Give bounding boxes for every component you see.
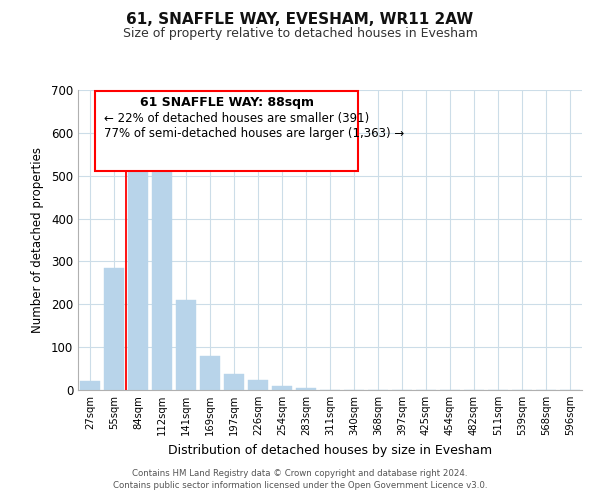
Bar bbox=[224, 374, 244, 390]
X-axis label: Distribution of detached houses by size in Evesham: Distribution of detached houses by size … bbox=[168, 444, 492, 456]
Bar bbox=[296, 388, 316, 390]
Bar bbox=[152, 142, 172, 390]
Text: Size of property relative to detached houses in Evesham: Size of property relative to detached ho… bbox=[122, 28, 478, 40]
Text: 61, SNAFFLE WAY, EVESHAM, WR11 2AW: 61, SNAFFLE WAY, EVESHAM, WR11 2AW bbox=[127, 12, 473, 28]
Bar bbox=[248, 380, 268, 390]
Bar bbox=[104, 268, 124, 390]
Y-axis label: Number of detached properties: Number of detached properties bbox=[31, 147, 44, 333]
Text: Contains HM Land Registry data © Crown copyright and database right 2024.: Contains HM Land Registry data © Crown c… bbox=[132, 468, 468, 477]
Bar bbox=[80, 382, 100, 390]
Bar bbox=[272, 386, 292, 390]
Text: ← 22% of detached houses are smaller (391): ← 22% of detached houses are smaller (39… bbox=[104, 112, 370, 125]
Bar bbox=[200, 356, 220, 390]
Bar bbox=[176, 300, 196, 390]
Text: 61 SNAFFLE WAY: 88sqm: 61 SNAFFLE WAY: 88sqm bbox=[140, 96, 314, 108]
Text: 77% of semi-detached houses are larger (1,363) →: 77% of semi-detached houses are larger (… bbox=[104, 127, 404, 140]
Bar bbox=[128, 160, 148, 390]
Text: Contains public sector information licensed under the Open Government Licence v3: Contains public sector information licen… bbox=[113, 481, 487, 490]
